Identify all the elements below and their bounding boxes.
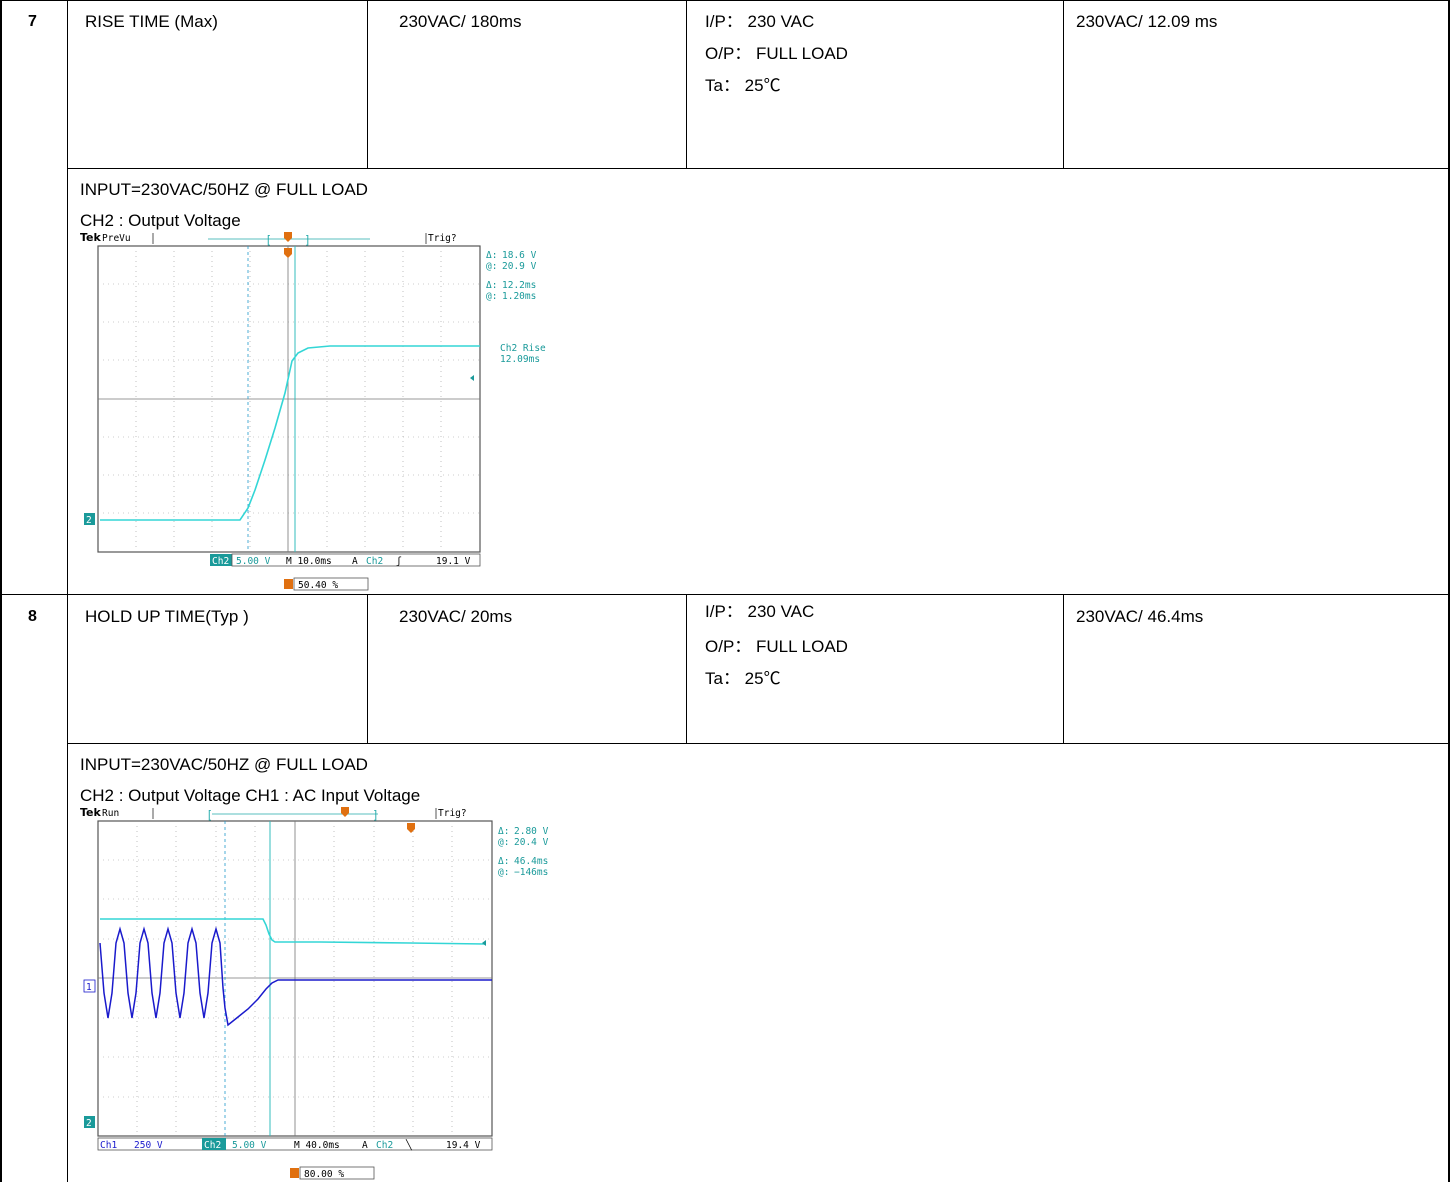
scope-trig-status: Trig?	[438, 808, 467, 819]
ch1-trace	[99, 926, 492, 1027]
trigger-marker-icon	[284, 248, 292, 258]
trigger-position: 80.00 %	[304, 1169, 344, 1180]
scope-trig-status: Trig?	[428, 233, 457, 244]
svg-text:250 V: 250 V	[134, 1140, 163, 1151]
readout-at-t: −146ms	[514, 867, 548, 878]
scope-mode: PreVu	[102, 233, 131, 244]
spec-value: 230VAC/ 20ms	[399, 607, 513, 626]
measure-value: 12.09ms	[500, 354, 540, 365]
oscilloscope-capture-rise: Tek PreVu [ ] Trig? Δ: 18.6 V @: 20.9 V …	[80, 228, 600, 594]
svg-text:Δ:: Δ:	[498, 826, 509, 837]
test-item: RISE TIME (Max)	[85, 12, 218, 31]
scope-brand: Tek	[80, 806, 102, 819]
readout-at-v: 20.4 V	[514, 837, 549, 848]
scope-brand: Tek	[80, 231, 102, 244]
condition-input: I/P： 230 VAC	[705, 602, 815, 621]
figure-channels: CH2 : Output Voltage	[80, 211, 241, 230]
svg-text:@:: @:	[498, 867, 509, 878]
svg-text:M 10.0ms: M 10.0ms	[286, 556, 332, 567]
svg-text:╲: ╲	[405, 1139, 413, 1151]
readout-delta-v: 2.80 V	[514, 826, 549, 837]
svg-text:A: A	[362, 1140, 368, 1151]
condition-output: O/P： FULL LOAD	[705, 637, 848, 656]
readout-delta-t: 12.2ms	[502, 280, 536, 291]
svg-text:Δ:: Δ:	[486, 250, 497, 261]
test-item: HOLD UP TIME(Typ )	[85, 607, 249, 626]
svg-text:Δ:: Δ:	[486, 280, 497, 291]
readout-at-v: 20.9 V	[502, 261, 537, 272]
condition-output: O/P： FULL LOAD	[705, 44, 848, 63]
figure-channels: CH2 : Output Voltage CH1 : AC Input Volt…	[80, 786, 421, 805]
figure-caption: INPUT=230VAC/50HZ @ FULL LOAD	[80, 755, 368, 774]
figure-caption: INPUT=230VAC/50HZ @ FULL LOAD	[80, 180, 368, 199]
svg-text:]: ]	[374, 809, 377, 821]
readout-delta-t: 46.4ms	[514, 856, 548, 867]
svg-text:Δ:: Δ:	[498, 856, 509, 867]
scope-screen: Tek PreVu [ ] Trig? Δ: 18.6 V @: 20.9 V …	[80, 231, 546, 591]
condition-input: I/P： 230 VAC	[705, 12, 815, 31]
svg-text:[: [	[267, 234, 270, 246]
channel-1-marker: 1	[86, 982, 92, 993]
ch2-trace	[100, 345, 480, 521]
svg-text:Ch2: Ch2	[376, 1140, 393, 1151]
condition-ambient: Ta： 25℃	[705, 669, 781, 688]
svg-text:@:: @:	[486, 261, 497, 272]
channel-2-marker: 2	[86, 1118, 92, 1129]
scope-screen: Tek Run [ ] Trig? Δ: 2.80 V @: 20.4 V Δ:…	[80, 806, 549, 1180]
svg-text:19.4 V: 19.4 V	[446, 1140, 481, 1151]
svg-text:@:: @:	[486, 291, 497, 302]
svg-text:ʃ: ʃ	[396, 556, 402, 567]
svg-text:Ch2: Ch2	[366, 556, 383, 567]
row-number: 8	[28, 608, 37, 625]
ch2-trace	[100, 918, 486, 945]
svg-text:[: [	[208, 809, 211, 821]
svg-text:5.00 V: 5.00 V	[236, 556, 271, 567]
readout-at-t: 1.20ms	[502, 291, 536, 302]
svg-text:Ch1: Ch1	[100, 1140, 117, 1151]
measure-label: Ch2 Rise	[500, 343, 546, 354]
spec-value: 230VAC/ 180ms	[399, 12, 522, 31]
oscilloscope-capture-holdup: Tek Run [ ] Trig? Δ: 2.80 V @: 20.4 V Δ:…	[80, 803, 600, 1182]
readout-delta-v: 18.6 V	[502, 250, 537, 261]
trigger-marker-icon	[407, 823, 415, 833]
channel-2-marker: 2	[86, 515, 92, 526]
test-result: 230VAC/ 12.09 ms	[1076, 12, 1218, 31]
condition-ambient: Ta： 25℃	[705, 76, 781, 95]
svg-text:M 40.0ms: M 40.0ms	[294, 1140, 340, 1151]
svg-text:Ch2: Ch2	[204, 1140, 221, 1151]
trigger-position: 50.40 %	[298, 580, 338, 591]
row-number: 7	[28, 13, 37, 30]
scope-mode: Run	[102, 808, 119, 819]
svg-text:19.1 V: 19.1 V	[436, 556, 471, 567]
svg-text:]: ]	[306, 234, 309, 246]
svg-text:Ch2: Ch2	[212, 556, 229, 567]
svg-text:@:: @:	[498, 837, 509, 848]
svg-text:A: A	[352, 556, 358, 567]
test-result: 230VAC/ 46.4ms	[1076, 607, 1204, 626]
svg-text:5.00 V: 5.00 V	[232, 1140, 267, 1151]
